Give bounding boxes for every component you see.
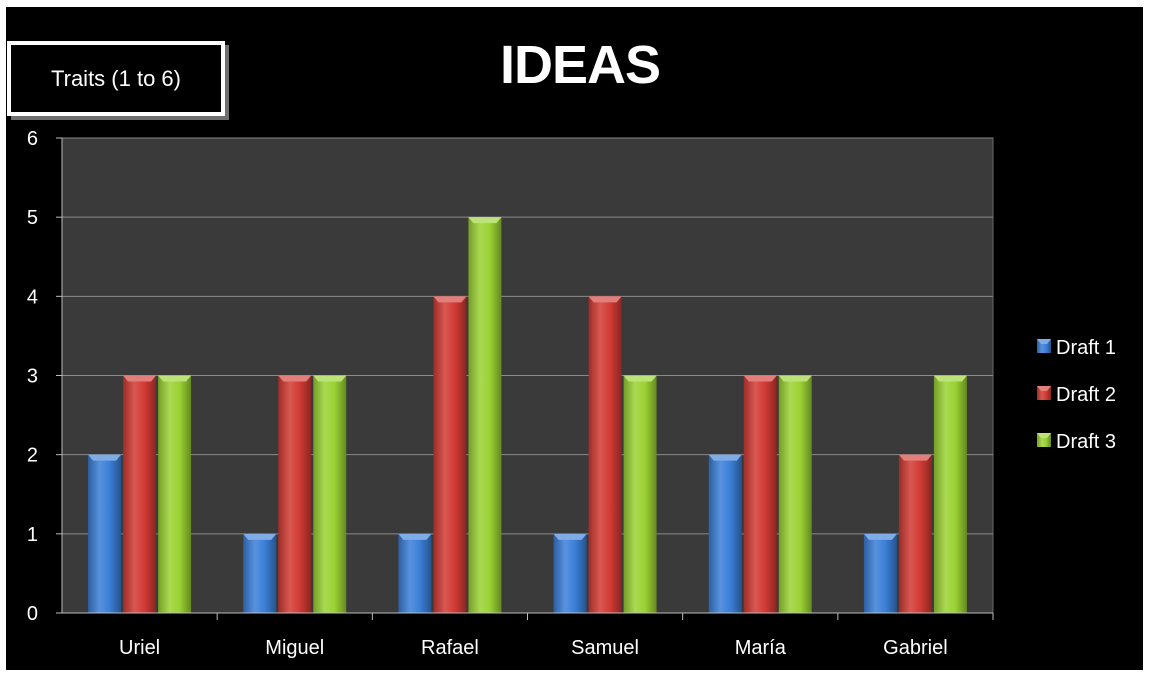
legend-label: Draft 2 xyxy=(1056,384,1116,406)
bar-draft-2-uriel xyxy=(123,375,157,613)
x-tick-label: Uriel xyxy=(119,637,160,659)
bar-draft-1-uriel xyxy=(88,454,122,613)
bar-top-cap xyxy=(123,375,157,382)
bar-draft-2-maría xyxy=(743,375,777,613)
bar-draft-2-gabriel xyxy=(898,454,932,613)
bar-top-cap xyxy=(433,296,467,303)
bar-top-cap xyxy=(398,533,432,540)
bar-top-cap xyxy=(743,375,777,382)
bar-draft-2-samuel xyxy=(588,296,622,613)
bar-draft-1-maría xyxy=(708,454,742,613)
chart-title: IDEAS xyxy=(499,35,661,95)
bar-draft-3-maría xyxy=(778,375,812,613)
bar-top-cap xyxy=(708,454,742,461)
bar-top-cap xyxy=(278,375,312,382)
legend-label: Draft 3 xyxy=(1056,431,1116,453)
legend: Draft 1 Draft 2 Draft 3 xyxy=(1037,337,1116,453)
bar-draft-3-rafael xyxy=(468,217,502,613)
y-tick-label: 1 xyxy=(27,524,38,546)
bar-draft-3-gabriel xyxy=(933,375,967,613)
x-tick-label: María xyxy=(735,637,787,659)
bar-draft-2-rafael xyxy=(433,296,467,613)
legend-label: Draft 1 xyxy=(1056,337,1116,359)
bar-top-cap xyxy=(933,375,967,382)
y-tick-label: 6 xyxy=(27,128,38,150)
bar-draft-3-miguel xyxy=(313,375,347,613)
legend-swatch-cap xyxy=(1037,433,1051,438)
y-tick-label: 4 xyxy=(27,286,38,308)
bar-top-cap xyxy=(313,375,347,382)
y-tick-label: 2 xyxy=(27,445,38,467)
bar-top-cap xyxy=(158,375,192,382)
bar-draft-1-rafael xyxy=(398,533,432,613)
x-tick-label: Miguel xyxy=(265,637,324,659)
bar-top-cap xyxy=(863,533,897,540)
bar-top-cap xyxy=(243,533,277,540)
x-tick-label: Rafael xyxy=(421,637,479,659)
x-tick-label: Samuel xyxy=(571,637,639,659)
y-tick-label: 0 xyxy=(27,603,38,625)
bar-draft-1-miguel xyxy=(243,533,277,613)
bar-top-cap xyxy=(468,217,502,224)
bar-top-cap xyxy=(588,296,622,303)
x-tick-label: Gabriel xyxy=(883,637,947,659)
y-tick-label: 3 xyxy=(27,366,38,388)
bar-draft-3-uriel xyxy=(158,375,192,613)
bar-draft-1-gabriel xyxy=(863,533,897,613)
bar-draft-2-miguel xyxy=(278,375,312,613)
bar-top-cap xyxy=(623,375,657,382)
y-axis-label: Traits (1 to 6) xyxy=(7,41,225,116)
bar-draft-3-samuel xyxy=(623,375,657,613)
bar-top-cap xyxy=(88,454,122,461)
legend-swatch-cap xyxy=(1037,339,1051,344)
legend-swatch-cap xyxy=(1037,386,1051,391)
bar-top-cap xyxy=(778,375,812,382)
bar-top-cap xyxy=(553,533,587,540)
y-tick-label: 5 xyxy=(27,207,38,229)
bar-draft-1-samuel xyxy=(553,533,587,613)
bar-top-cap xyxy=(898,454,932,461)
